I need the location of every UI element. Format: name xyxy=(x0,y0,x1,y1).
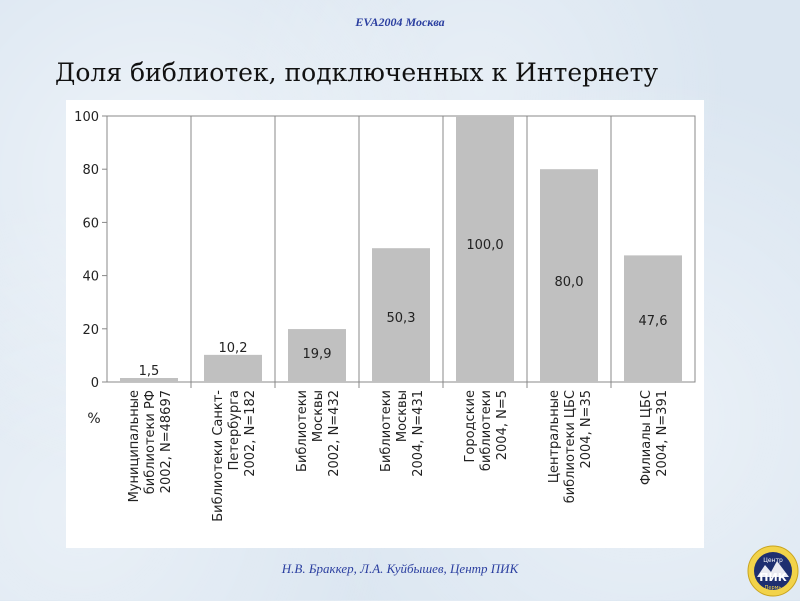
footer-credit: Н.В. Браккер, Л.А. Куйбышев, Центр ПИК xyxy=(281,561,519,576)
y-tick-label: 100 xyxy=(74,110,99,125)
bar xyxy=(288,329,346,382)
x-category-label: 2002, N=432 xyxy=(327,390,342,477)
y-tick-label: 0 xyxy=(91,376,99,391)
y-tick-label: 20 xyxy=(82,323,99,338)
slide-title: Доля библиотек, подключенных к Интернету xyxy=(55,58,659,87)
data-label: 47,6 xyxy=(639,314,668,329)
x-category-label: 2004, N=431 xyxy=(411,390,426,477)
x-category-label: 2004, N=5 xyxy=(495,390,510,460)
x-category-label: Библиотеки Санкт- xyxy=(211,390,226,522)
chart-panel: 0 20 40 60 80 100 1,5 10,2 19,9 50,3 100,0 80,0 47,6… xyxy=(66,100,704,548)
x-category-label: 2002, N=48697 xyxy=(159,390,174,493)
y-tick-label: 80 xyxy=(82,163,99,178)
data-label: 10,2 xyxy=(219,341,248,356)
x-category-label: Городские xyxy=(463,390,478,463)
y-tick-label: 60 xyxy=(82,216,99,231)
data-label: 100,0 xyxy=(466,238,503,253)
x-category-label: Библиотеки xyxy=(295,390,310,472)
bar xyxy=(204,354,262,382)
x-category-label: 2002, N=182 xyxy=(243,390,258,477)
logo-text-top: Центр xyxy=(763,557,783,564)
x-category-label: библиотеки РФ xyxy=(143,390,158,494)
x-category-label: библиотеки ЦБС xyxy=(563,390,578,503)
x-category-label: Москвы xyxy=(311,390,326,442)
header-tag: EVA2004 Москва xyxy=(355,15,445,29)
x-category-label: библиотеки xyxy=(479,390,494,471)
bar xyxy=(540,169,598,382)
x-category-label: 2004, N=35 xyxy=(579,390,594,469)
bar-chart: 0 20 40 60 80 100 1,5 10,2 19,9 50,3 100,0 80,0 47,6… xyxy=(74,110,696,522)
y-tick-label: 40 xyxy=(82,270,99,285)
bar xyxy=(372,248,430,382)
y-axis-label: % xyxy=(87,411,100,427)
logo-text-main: ПИК xyxy=(759,571,786,584)
x-category-label: Муниципальные xyxy=(127,390,142,502)
x-category-label: Филиалы ЦБС xyxy=(639,390,654,485)
bar xyxy=(120,378,178,382)
data-label: 1,5 xyxy=(139,364,160,379)
x-category-label: Москвы xyxy=(395,390,410,442)
x-category-label: 2004, N=391 xyxy=(655,390,670,477)
logo-text-bottom: Пермь xyxy=(765,585,782,591)
bar xyxy=(624,255,682,382)
pik-center-logo-icon: Центр ПИК Пермь xyxy=(747,545,799,597)
data-label: 50,3 xyxy=(387,311,416,326)
x-category-label: Петербурга xyxy=(227,390,242,470)
x-category-label: Центральные xyxy=(547,390,562,483)
x-category-label: Библиотеки xyxy=(379,390,394,472)
bar xyxy=(456,116,514,382)
data-label: 19,9 xyxy=(303,347,332,362)
data-label: 80,0 xyxy=(555,275,584,290)
